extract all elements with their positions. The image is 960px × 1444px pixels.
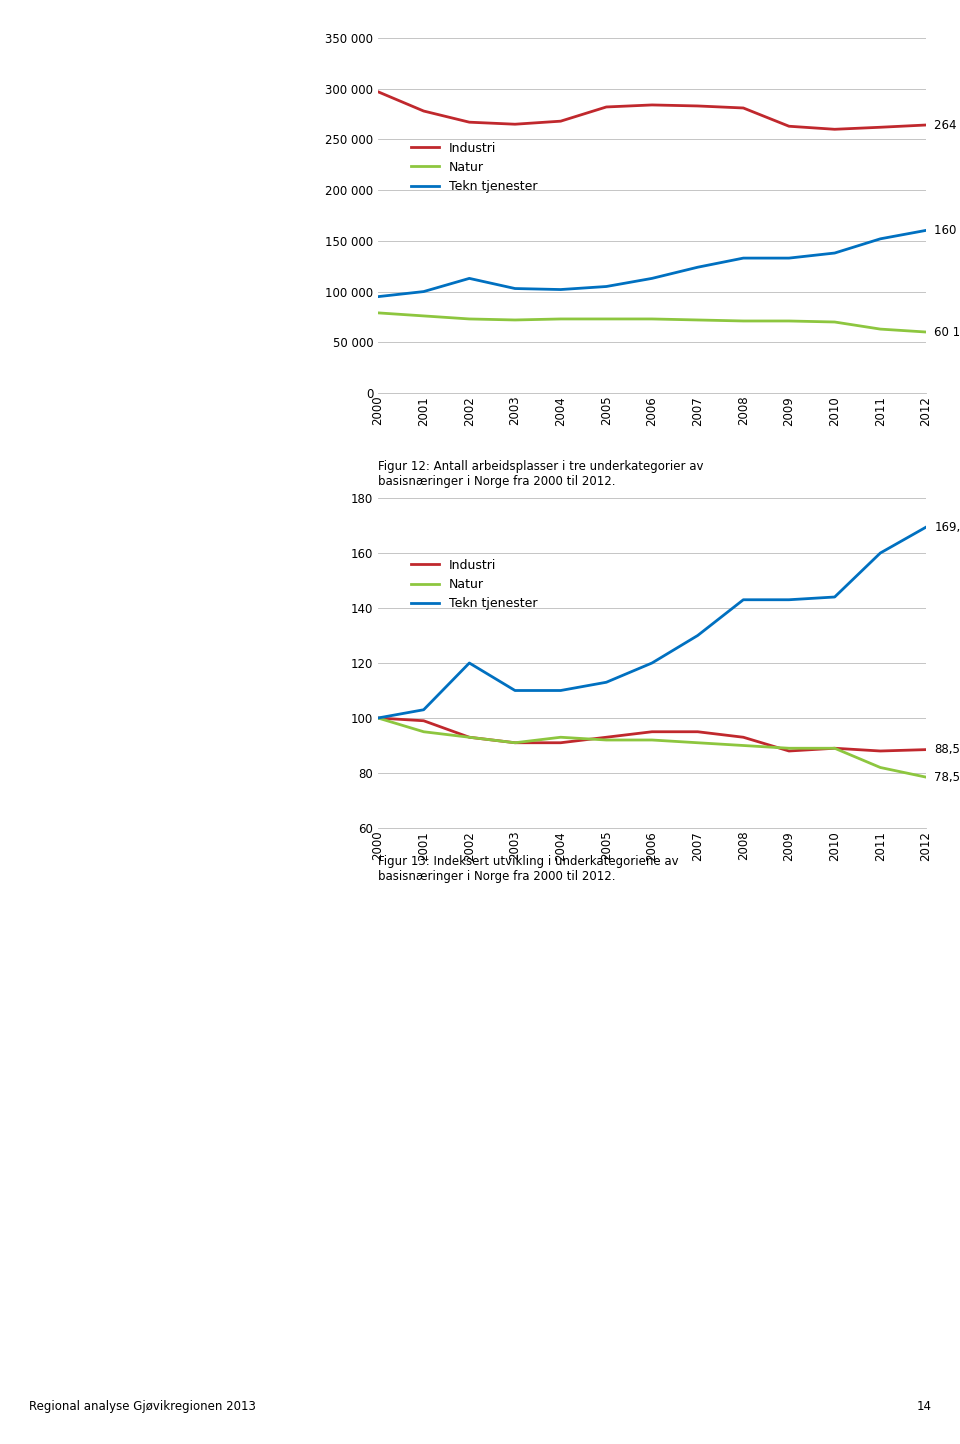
Text: 78,5: 78,5 — [934, 771, 960, 784]
Text: 169,4: 169,4 — [934, 521, 960, 534]
Text: 264 217: 264 217 — [934, 118, 960, 131]
Text: 60 126: 60 126 — [934, 325, 960, 338]
Legend: Industri, Natur, Tekn tjenester: Industri, Natur, Tekn tjenester — [406, 553, 542, 615]
Text: Regional analyse Gjøvikregionen 2013: Regional analyse Gjøvikregionen 2013 — [29, 1401, 255, 1414]
Text: Figur 13: Indeksert utvikling i underkategoriene av
basisnæringer i Norge fra 20: Figur 13: Indeksert utvikling i underkat… — [378, 855, 679, 882]
Text: Figur 12: Antall arbeidsplasser i tre underkategorier av
basisnæringer i Norge f: Figur 12: Antall arbeidsplasser i tre un… — [378, 461, 704, 488]
Text: 160 323: 160 323 — [934, 224, 960, 237]
Text: 14: 14 — [916, 1401, 931, 1414]
Legend: Industri, Natur, Tekn tjenester: Industri, Natur, Tekn tjenester — [406, 137, 542, 198]
Text: 88,5: 88,5 — [934, 744, 960, 757]
